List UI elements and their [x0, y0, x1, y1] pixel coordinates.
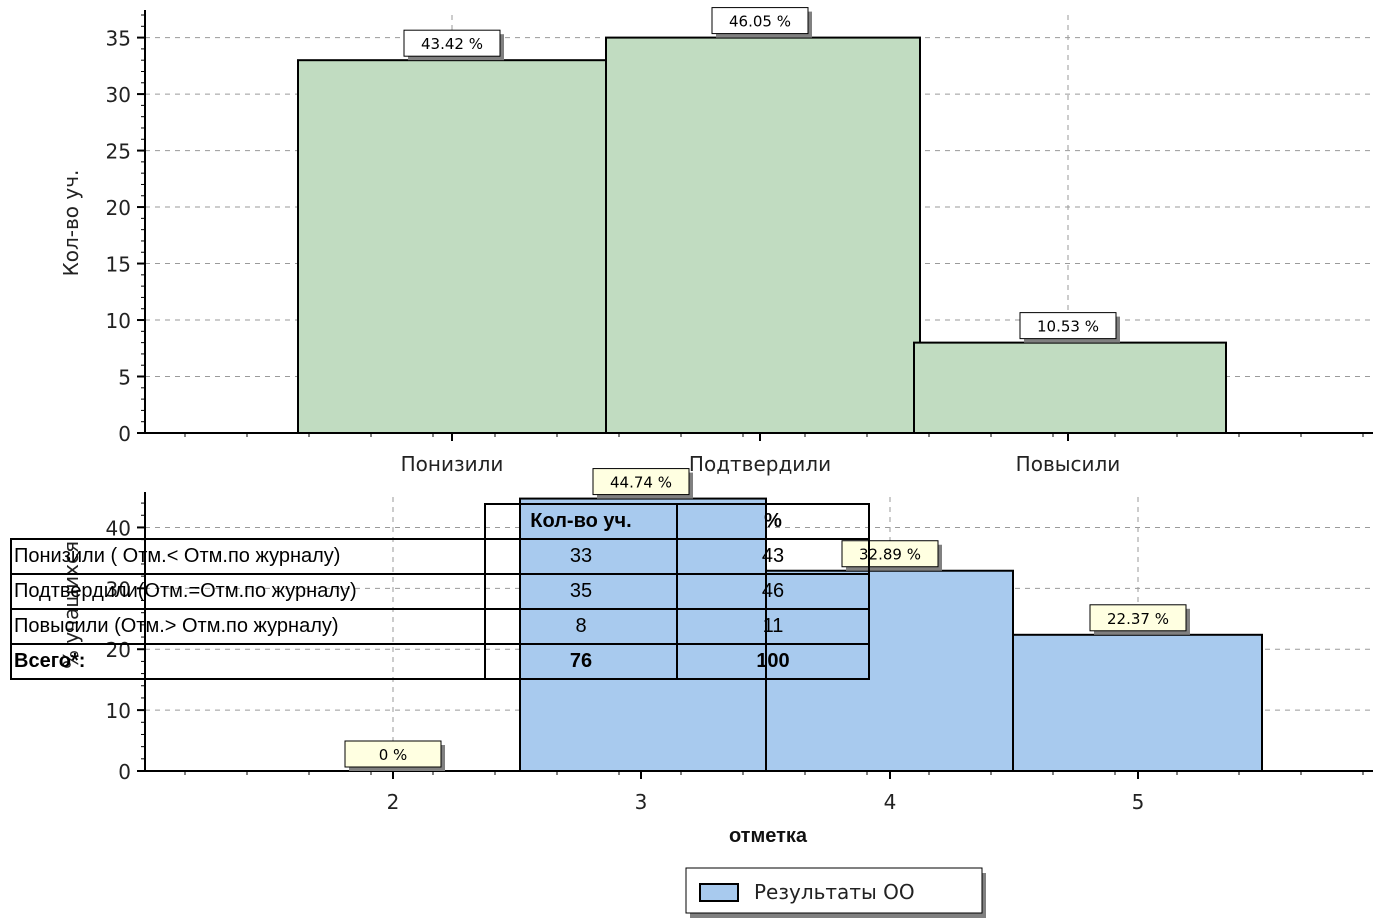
x-tick-label: 2 [387, 790, 400, 814]
y-tick-label: 35 [106, 27, 131, 51]
y-tick-label: 25 [106, 140, 131, 164]
table-row-count: 33 [484, 538, 678, 575]
x-tick-label: 5 [1132, 790, 1145, 814]
data-label: 22.37 % [1089, 604, 1190, 635]
table-header-count: Кол-во уч. [484, 503, 678, 540]
data-label: 44.74 % [592, 468, 693, 499]
legend-swatch [699, 883, 739, 902]
table-row-label: Подтвердили(Отм.=Отм.по журналу) [10, 573, 486, 610]
x-tick-label: Подтвердили [689, 452, 831, 476]
legend-label: Результаты ОО [754, 880, 915, 904]
y-tick-label: 20 [106, 196, 131, 220]
x-tick-label: Повысили [1016, 452, 1121, 476]
y-tick-label: 10 [106, 699, 131, 723]
x-tick-label: 3 [635, 790, 648, 814]
data-label-box [344, 740, 442, 768]
data-label-text: 10.53 % [1037, 318, 1099, 336]
y-tick-label: 40 [106, 516, 131, 540]
y-axis-title: Кол-во уч. [59, 170, 83, 277]
table-row-count: 35 [484, 573, 678, 610]
table-header-row: Кол-во уч. % [11, 503, 870, 540]
data-label-text: 46.05 % [729, 13, 791, 31]
data-label-text: 43.42 % [421, 35, 483, 53]
data-label-text: 22.37 % [1107, 610, 1169, 628]
bar [605, 36, 921, 434]
table-row-count: 76 [484, 643, 678, 680]
table-header-blank [11, 504, 485, 539]
y-tick-label: 0 [118, 760, 131, 784]
y-tick-label: 10 [106, 309, 131, 333]
table-row-percent: 43 [676, 538, 870, 575]
data-label-box [403, 29, 501, 57]
y-tick-label: 5 [118, 366, 131, 390]
summary-table: Кол-во уч. % Понизили ( Отм.< Отм.по жур… [10, 503, 870, 680]
chart-1: 0 5 10 15 20 25 30 35 Понизили Подтвердили Повысил… [59, 7, 1373, 476]
bar [913, 341, 1227, 434]
data-label: 46.05 % [711, 7, 812, 38]
bar [297, 59, 607, 435]
x-tick-label: Понизили [401, 452, 504, 476]
data-label: 43.42 % [403, 29, 504, 61]
table-row-percent: 11 [676, 608, 870, 645]
y-tick-label: 15 [106, 253, 131, 277]
data-label: 10.53 % [1019, 312, 1120, 343]
table-row-percent: 46 [676, 573, 870, 610]
table-row-label: Понизили ( Отм.< Отм.по журналу) [10, 538, 486, 575]
data-label-text: 32.89 % [859, 546, 921, 564]
table-row: Подтвердили(Отм.=Отм.по журналу) 35 46 [10, 573, 870, 610]
y-tick-label: 30 [106, 83, 131, 107]
table-row: Понизили ( Отм.< Отм.по журналу) 33 43 [10, 538, 870, 575]
data-label-text: 0 % [379, 746, 408, 764]
x-tick-label: 4 [884, 790, 897, 814]
table-row-count: 8 [484, 608, 678, 645]
x-axis-title: отметка [729, 825, 808, 847]
data-label-box [592, 468, 690, 496]
data-label-box [1019, 312, 1117, 340]
table-total-row: Всего*: 76 100 [10, 643, 870, 680]
y-tick-label: 0 [118, 422, 131, 446]
bar [1012, 633, 1263, 773]
table-row-percent: 100 [676, 643, 870, 680]
table-row: Повысили (Отм.> Отм.по журналу) 8 11 [10, 608, 870, 645]
table-header-percent: % [676, 503, 870, 540]
data-label-box [1089, 604, 1187, 632]
table-row-label: Всего*: [10, 643, 486, 680]
data-label-text: 44.74 % [610, 474, 672, 492]
data-label: 0 % [344, 740, 445, 771]
legend: Результаты ОО [685, 867, 986, 918]
table-row-label: Повысили (Отм.> Отм.по журналу) [10, 608, 486, 645]
data-label-box [711, 7, 809, 35]
